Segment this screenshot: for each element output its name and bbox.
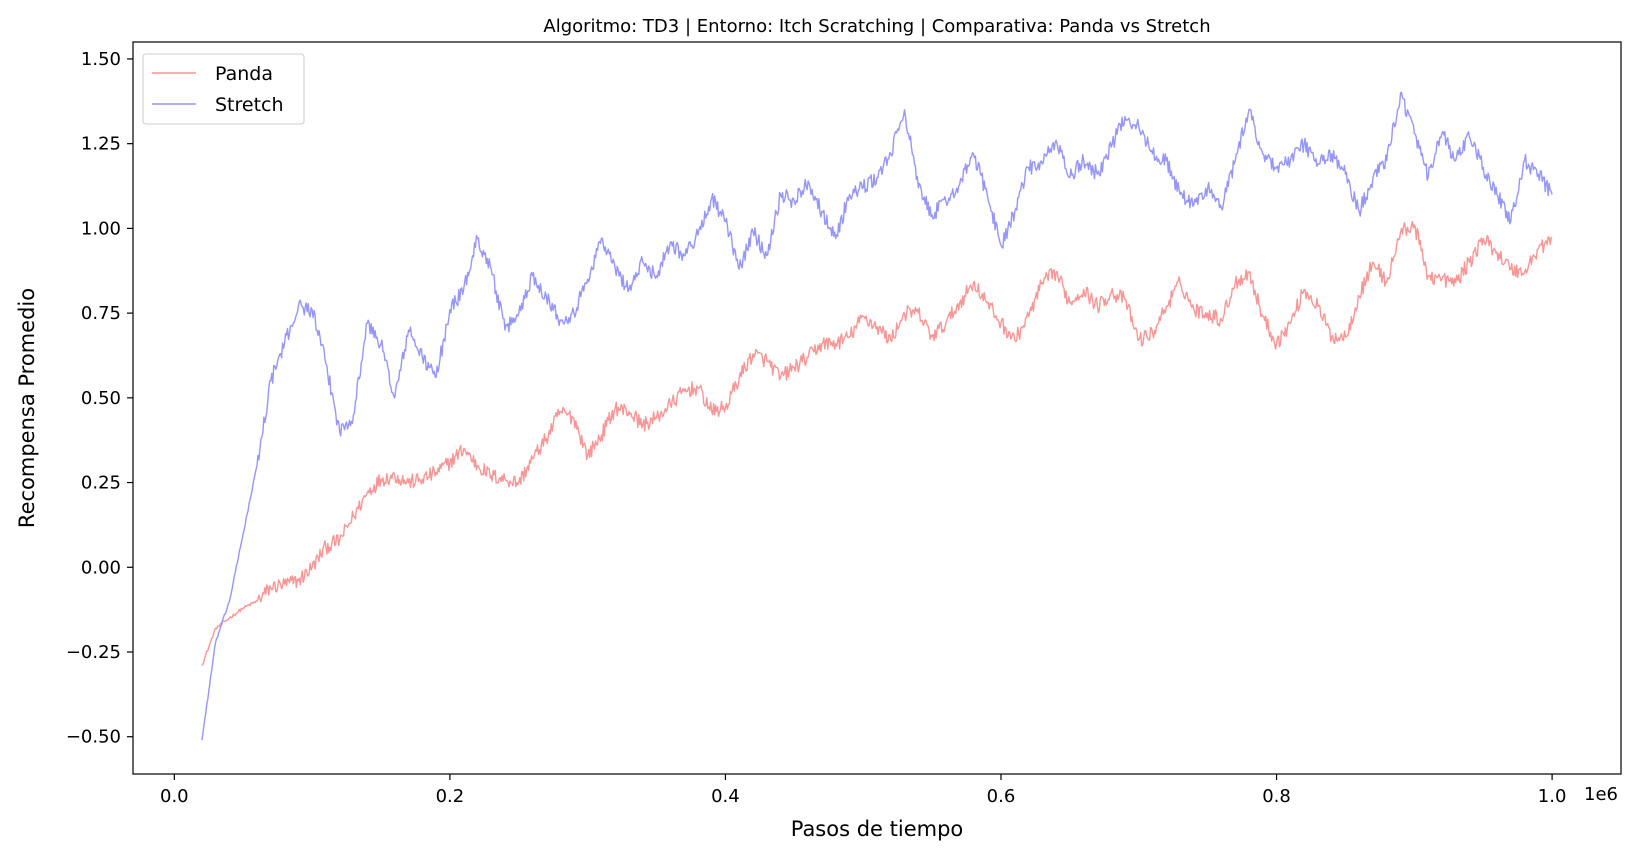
y-tick-label: 0.50 xyxy=(81,388,121,409)
y-tick-label: 1.00 xyxy=(81,218,121,239)
x-tick-label: 0.8 xyxy=(1262,786,1291,807)
x-tick-label: 1.0 xyxy=(1538,786,1567,807)
y-tick-label: 0.25 xyxy=(81,473,121,494)
x-axis: 0.0 0.2 0.4 0.6 0.8 1.0 xyxy=(160,774,1566,807)
y-tick-label: −0.50 xyxy=(66,727,121,748)
plot-frame xyxy=(132,41,1622,775)
legend-label-panda: Panda xyxy=(215,63,273,85)
chart-title: Algoritmo: TD3 | Entorno: Itch Scratchin… xyxy=(543,16,1210,37)
series-layer xyxy=(201,91,1553,741)
x-axis-label: Pasos de tiempo xyxy=(791,817,964,841)
y-tick-label: 0.75 xyxy=(81,303,121,324)
x-tick-label: 0.2 xyxy=(436,786,465,807)
x-tick-label: 0.6 xyxy=(987,786,1016,807)
y-axis: −0.50 −0.25 0.00 0.25 0.50 0.75 1.00 1.25 1.50 xyxy=(66,49,133,748)
series-line-panda xyxy=(201,220,1553,667)
x-axis-offset-label: 1e6 xyxy=(1584,784,1618,805)
x-tick-label: 0.4 xyxy=(711,786,740,807)
y-tick-label: 1.50 xyxy=(81,49,121,70)
y-tick-label: 1.25 xyxy=(81,134,121,155)
y-tick-label: −0.25 xyxy=(66,642,121,663)
legend-label-stretch: Stretch xyxy=(215,94,284,116)
y-tick-label: 0.00 xyxy=(81,557,121,578)
y-axis-label: Recompensa Promedio xyxy=(15,288,39,528)
series-line-stretch xyxy=(201,91,1553,741)
x-tick-label: 0.0 xyxy=(160,786,189,807)
legend: Panda Stretch xyxy=(142,53,305,125)
legend-box xyxy=(142,53,305,125)
